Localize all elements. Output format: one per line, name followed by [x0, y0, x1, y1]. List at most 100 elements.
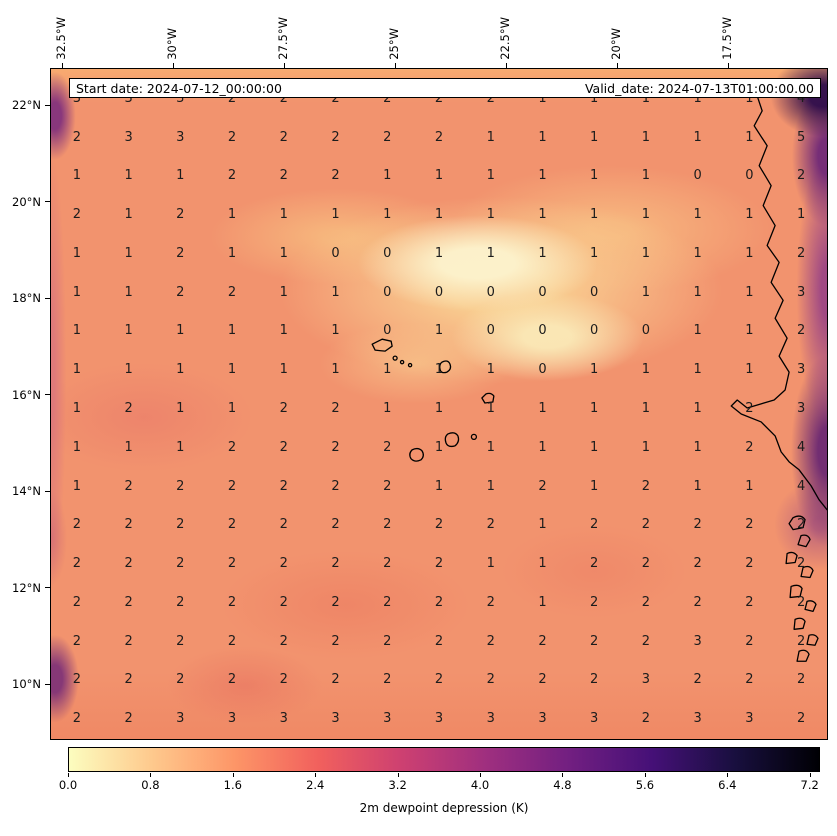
grid-value: 1: [434, 478, 444, 494]
grid-value: 4: [796, 439, 806, 455]
grid-value: 1: [331, 284, 340, 300]
x-tick-label: 17.5°W: [720, 17, 734, 60]
grid-value: 0: [538, 284, 547, 300]
grid-value: 2: [176, 672, 185, 688]
grid-value: 2: [383, 633, 392, 649]
grid-value: 2: [641, 594, 651, 610]
island-outline: [409, 447, 424, 462]
grid-value: 1: [538, 400, 547, 416]
grid-value: 1: [641, 207, 651, 223]
grid-value: 1: [331, 362, 340, 378]
grid-value: 2: [641, 711, 651, 727]
grid-value: 2: [279, 478, 288, 494]
grid-value: 1: [383, 400, 392, 416]
colorbar: [68, 747, 820, 772]
grid-value: 1: [72, 323, 81, 339]
island-outline: [439, 360, 452, 374]
grid-value: 1: [331, 207, 340, 223]
x-tick-mark: [62, 63, 63, 68]
grid-value: 1: [434, 362, 444, 378]
grid-value: 2: [331, 439, 340, 455]
grid-value: 2: [538, 633, 547, 649]
y-tick-label: 16°N: [12, 387, 41, 402]
grid-value: 2: [434, 594, 444, 610]
plot-area: 3 3 3 2 2 2 2 2 2 1 1 1 1 1 4 2 3 3 2 2 2 2 2 1 1 1 1 1 1 5 1 1 1 2 2 2 1 1 1 1…: [50, 68, 828, 740]
grid-value: 2: [176, 284, 185, 300]
grid-value: 1: [590, 362, 599, 378]
grid-value: 1: [227, 245, 237, 261]
colorbar-tick-label: 7.2: [800, 778, 819, 792]
grid-value: 3: [124, 129, 133, 145]
grid-value: 4: [796, 478, 806, 494]
grid-value: 2: [279, 633, 288, 649]
grid-value: 2: [176, 594, 185, 610]
africa-coastline: [730, 92, 827, 511]
grid-value: 2: [124, 594, 133, 610]
grid-value: 2: [796, 633, 806, 649]
grid-value: 2: [72, 129, 81, 145]
grid-value: 1: [486, 207, 495, 223]
grid-value: 1: [745, 129, 754, 145]
grid-value: 2: [279, 594, 288, 610]
grid-value: 2: [434, 556, 444, 572]
grid-value: 3: [641, 672, 651, 688]
grid-value: 1: [538, 556, 547, 572]
grid-value: 1: [434, 168, 444, 184]
grid-value: 1: [227, 323, 237, 339]
grid-value: 2: [176, 556, 185, 572]
grid-value: 2: [331, 633, 340, 649]
grid-value: 3: [538, 711, 547, 727]
colorbar-tick-label: 5.6: [635, 778, 655, 792]
grid-value: 2: [124, 711, 133, 727]
island-outline: [789, 584, 803, 599]
grid-value: 1: [590, 90, 599, 106]
grid-value: 1: [72, 168, 81, 184]
grid-value: 2: [745, 400, 754, 416]
y-tick-mark: [45, 201, 50, 202]
colorbar-tick-mark: [644, 773, 646, 777]
grid-value: 1: [538, 168, 547, 184]
grid-value: 2: [641, 478, 651, 494]
grid-value: 2: [72, 594, 81, 610]
y-tick-label: 20°N: [12, 194, 41, 209]
colorbar-tick-mark: [68, 773, 69, 777]
grid-value: 2: [796, 594, 806, 610]
grid-value: 1: [227, 207, 237, 223]
grid-value: 2: [745, 633, 754, 649]
grid-value: 3: [176, 129, 185, 145]
grid-value: 1: [641, 90, 651, 106]
grid-value: 2: [383, 129, 392, 145]
grid-value: 2: [693, 594, 702, 610]
grid-value: 2: [641, 633, 651, 649]
island-outline: [800, 565, 814, 579]
grid-value: 0: [590, 323, 599, 339]
grid-value: 1: [590, 400, 599, 416]
grid-value: 2: [176, 245, 185, 261]
grid-value: 2: [693, 556, 702, 572]
colorbar-tick-mark: [727, 773, 729, 777]
island-outline: [481, 392, 495, 404]
colorbar-gradient: [69, 748, 819, 771]
island-outline: [806, 634, 819, 646]
grid-value: 0: [331, 245, 340, 261]
grid-value: 5: [796, 129, 806, 145]
grid-value: 3: [383, 711, 392, 727]
grid-value: 3: [176, 711, 185, 727]
grid-value: 1: [641, 168, 651, 184]
grid-value: 1: [124, 439, 133, 455]
grid-value: 1: [590, 168, 599, 184]
colorbar-tick-label: 6.4: [718, 778, 737, 792]
grid-value: 3: [693, 711, 702, 727]
y-tick-mark: [45, 394, 50, 395]
grid-value: 3: [745, 711, 754, 727]
coastline-svg: [371, 92, 827, 662]
grid-value: 2: [383, 90, 392, 106]
grid-value: 1: [641, 439, 651, 455]
grid-value: 2: [279, 400, 288, 416]
grid-value: 1: [641, 362, 651, 378]
grid-value: 1: [745, 207, 754, 223]
x-tick-label: 25°W: [387, 28, 401, 60]
grid-value: 1: [176, 362, 185, 378]
grid-value: 1: [641, 284, 651, 300]
